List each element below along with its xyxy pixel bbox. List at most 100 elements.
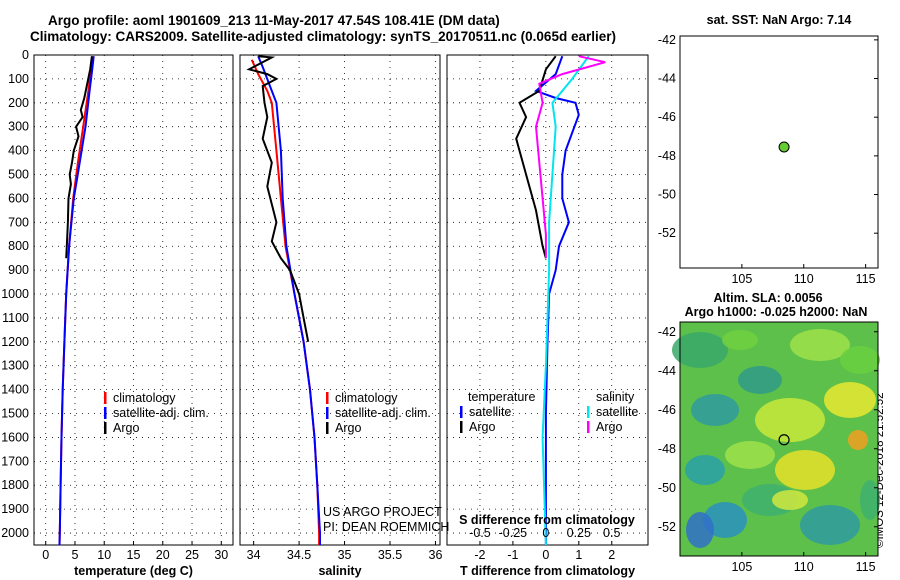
depth-tick-label: 400 xyxy=(8,144,29,158)
sst_map-tick-label-y: -46 xyxy=(658,110,676,124)
depth-tick-label: 600 xyxy=(8,191,29,205)
sla_map-tick-label-y: -44 xyxy=(658,364,676,378)
sla_map-frame xyxy=(679,321,879,557)
temperature-legend-label: Argo xyxy=(113,421,139,435)
difference-legend-salinity-swatch xyxy=(587,406,590,418)
difference-tick-label-x: 2 xyxy=(608,548,615,562)
sla-heatmap-cell xyxy=(790,329,850,361)
difference-legend-salinity-label: satellite xyxy=(596,405,638,419)
sla-heatmap-cell xyxy=(725,441,775,469)
sla-heatmap-cell xyxy=(848,430,868,450)
sla-heatmap-cell xyxy=(703,502,747,538)
salinity-legend-swatch xyxy=(326,392,329,404)
depth-tick-label: 1100 xyxy=(2,311,29,325)
depth-tick-label: 1700 xyxy=(1,454,29,468)
difference-series-line xyxy=(541,55,590,546)
temperature-legend-label: climatology xyxy=(113,391,176,405)
credit-project: US ARGO PROJECT xyxy=(323,505,442,519)
sla_map-tick-label-x: 105 xyxy=(731,560,752,574)
depth-tick-label: 1600 xyxy=(1,430,29,444)
difference-legend-salinity-label: Argo xyxy=(596,420,622,434)
temperature-tick-label-x: 30 xyxy=(214,548,228,562)
depth-tick-label: 1900 xyxy=(1,502,29,516)
depth-tick-label: 900 xyxy=(8,263,29,277)
sla_map-tick-label-y: -50 xyxy=(658,481,676,495)
sst_map-tick-label-y: -50 xyxy=(658,188,676,202)
difference-legend-salinity-swatch xyxy=(587,421,590,433)
depth-tick-label: 1500 xyxy=(1,407,29,421)
salinity-legend-label: Argo xyxy=(335,421,361,435)
sst_map-frame xyxy=(679,35,879,269)
depth-tick-label: 1000 xyxy=(1,287,29,301)
depth-tick-label: 2000 xyxy=(1,526,29,540)
sla-heatmap-cell xyxy=(755,398,825,442)
temperature-tick-label-x: 5 xyxy=(71,548,78,562)
depth-tick-label: 300 xyxy=(8,120,29,134)
sla-heatmap-cell xyxy=(685,455,725,485)
salinity-tick-label-x: 35 xyxy=(338,548,352,562)
temperature-frame xyxy=(33,54,234,546)
sst-argo-point xyxy=(778,141,790,153)
salinity-legend-label: satellite-adj. clim. xyxy=(335,406,431,420)
sla_map-tick-label-y: -52 xyxy=(658,520,676,534)
sst_map-background xyxy=(680,36,878,268)
difference-legend-temperature-label: Argo xyxy=(469,420,495,434)
difference-tick-label-x: 1 xyxy=(575,548,582,562)
sla-heatmap-cell xyxy=(840,346,880,374)
difference-top-tick-label: -0.5 xyxy=(469,526,491,540)
difference-top-tick-label: 0.5 xyxy=(603,526,620,540)
temperature-legend-swatch xyxy=(104,392,107,404)
difference-top-tick-label: 0 xyxy=(542,526,549,540)
depth-tick-label: 800 xyxy=(8,239,29,253)
temperature-legend-label: satellite-adj. clim. xyxy=(113,406,209,420)
difference-legend-temperature-heading: temperature xyxy=(468,390,535,404)
difference-tick-label-x: 0 xyxy=(542,548,549,562)
sla-heatmap-cell xyxy=(860,480,880,520)
depth-tick-label: 200 xyxy=(8,96,29,110)
difference-top-xlabel: S difference from climatology xyxy=(459,513,635,527)
sla_map-tick-label-y: -46 xyxy=(658,403,676,417)
sst_map-tick-label-x: 115 xyxy=(856,272,876,286)
difference-legend-salinity-heading: salinity xyxy=(596,390,635,404)
header-line-2: Climatology: CARS2009. Satellite-adjuste… xyxy=(30,29,616,44)
sla_map-tick-label-y: -48 xyxy=(658,442,676,456)
temperature-series-line xyxy=(58,56,95,546)
temperature-legend-swatch xyxy=(104,407,107,419)
salinity-tick-label-x: 34.5 xyxy=(287,548,311,562)
difference-legend-temperature-swatch xyxy=(460,406,463,418)
salinity-legend-swatch xyxy=(326,407,329,419)
sla-argo-point xyxy=(778,434,790,446)
sla_map-tick-label-y: -42 xyxy=(658,325,676,339)
difference-legend-temperature-swatch xyxy=(460,421,463,433)
sst_map-tick-label-y: -42 xyxy=(658,33,676,47)
salinity-tick-label-x: 35.5 xyxy=(378,548,402,562)
sla-heatmap-cell xyxy=(824,382,876,418)
salinity-frame xyxy=(239,54,441,546)
temperature-series-line xyxy=(65,56,93,259)
depth-tick-label: 1200 xyxy=(1,335,29,349)
sst_map-tick-label-y: -44 xyxy=(658,72,676,86)
sla_map-tick-label-x: 110 xyxy=(794,560,814,574)
sla-map-title-2: Argo h1000: -0.025 h2000: NaN xyxy=(685,305,868,319)
salinity-tick-label-x: 36 xyxy=(429,548,443,562)
salinity-series-line xyxy=(246,55,310,342)
sst_map-tick-label-x: 110 xyxy=(794,272,814,286)
salinity-xlabel: salinity xyxy=(318,564,361,578)
header-line-1: Argo profile: aoml 1901609_213 11-May-20… xyxy=(48,13,500,28)
temperature-tick-label-x: 15 xyxy=(127,548,141,562)
depth-tick-label: 1300 xyxy=(1,359,29,373)
temperature-xlabel: temperature (deg C) xyxy=(74,564,193,578)
sla-heatmap-cell xyxy=(772,490,808,510)
sla-map-title-1: Altim. SLA: 0.0056 xyxy=(713,291,822,305)
difference-top-tick-label: 0.25 xyxy=(567,526,591,540)
difference-tick-label-x: -1 xyxy=(507,548,518,562)
temperature-tick-label-x: 0 xyxy=(42,548,49,562)
credit-pi: PI: DEAN ROEMMICH xyxy=(323,520,449,534)
temperature-tick-label-x: 10 xyxy=(97,548,111,562)
depth-tick-label: 100 xyxy=(8,72,29,86)
depth-tick-label: 0 xyxy=(22,48,29,62)
temperature-tick-label-x: 20 xyxy=(156,548,170,562)
sla-heatmap-cell xyxy=(775,450,835,490)
temperature-tick-label-x: 25 xyxy=(185,548,199,562)
